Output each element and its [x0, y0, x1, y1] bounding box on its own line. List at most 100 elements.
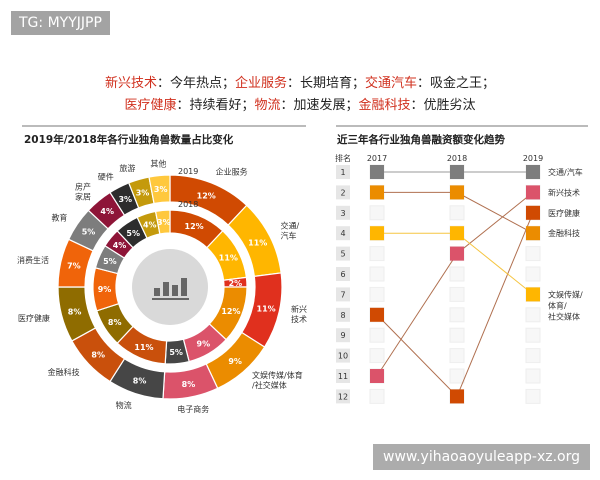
- rank-box: [336, 205, 350, 220]
- donut-value-label: 8%: [133, 377, 147, 386]
- headline-text: ：加速发展；: [280, 98, 359, 113]
- donut-value-label: 11%: [219, 253, 238, 262]
- headline-text: ：今年热点；: [156, 76, 235, 91]
- headline-text: ：长期培育；: [287, 76, 366, 91]
- donut-value-label: 8%: [108, 318, 122, 327]
- empty-cell: [449, 368, 465, 384]
- rank-marker: [450, 246, 464, 261]
- donut-value-label: 5%: [169, 348, 183, 357]
- donut-value-label: 4%: [113, 241, 127, 250]
- rank-box: [336, 348, 350, 363]
- donut-chart: 12% 企业服务 11% 交通/汽车 11% 新兴技术 9% 文娱传媒/体育/社交媒体 8% 电子…: [17, 159, 307, 414]
- donut-value-label: 12%: [185, 222, 204, 231]
- donut-value-label: 9%: [228, 357, 242, 366]
- rank-box: [336, 267, 350, 281]
- empty-cell: [369, 327, 385, 343]
- empty-cell: [525, 388, 541, 404]
- rank-marker: [370, 185, 384, 200]
- empty-cell: [369, 205, 385, 221]
- rank-label: 3: [340, 209, 345, 218]
- rank-marker: [370, 165, 384, 179]
- donut-value-label: 4%: [143, 221, 157, 230]
- donut-segment-2019: [148, 174, 171, 205]
- ring-label-2019: 2019: [178, 167, 198, 176]
- headline-line-2: 医疗健康：持续看好；物流：加速发展；金融科技：优胜劣汰: [0, 94, 600, 113]
- rank-marker: [370, 226, 384, 241]
- rank-box: [336, 185, 350, 200]
- donut-category-label: 房产家居: [75, 181, 91, 201]
- empty-cell: [525, 246, 541, 262]
- empty-cell: [369, 266, 385, 282]
- year-label-2018: 2018: [447, 154, 467, 163]
- series-label: 交通/汽车: [548, 167, 583, 177]
- empty-cell: [525, 368, 541, 384]
- rank-label: 11: [338, 372, 348, 381]
- empty-cell: [369, 246, 385, 262]
- donut-category-label: 物流: [116, 400, 132, 410]
- rank-marker: [450, 226, 464, 241]
- headline-keyword: 医疗健康: [124, 98, 177, 113]
- donut-category-label: 旅游: [119, 163, 135, 173]
- donut-value-label: 8%: [68, 307, 82, 316]
- year-label-2019: 2019: [523, 154, 543, 163]
- donut-segment-2018: [154, 209, 171, 235]
- rank-marker: [450, 165, 464, 179]
- headline-keyword: 新兴技术: [104, 76, 157, 91]
- donut-value-label: 5%: [82, 228, 96, 237]
- headline-text: ：吸金之王；: [417, 76, 496, 91]
- rank-label: 9: [340, 331, 345, 340]
- headline-text: ：持续看好；: [176, 98, 255, 113]
- bar-chart-icon: [152, 278, 189, 300]
- watermark-top-left: TG: MYYJJPP: [11, 11, 110, 35]
- rank-label: 5: [340, 250, 345, 259]
- ring-label-2018: 2018: [178, 200, 198, 209]
- rank-box: [336, 226, 350, 241]
- empty-cell: [449, 348, 465, 364]
- donut-category-label: 金融科技: [48, 367, 80, 377]
- empty-cell: [449, 205, 465, 221]
- empty-cell: [525, 266, 541, 282]
- empty-cell: [449, 307, 465, 323]
- slope-chart: 排名 2017 2018 2019123456789101112交通/汽车新兴技术医疗…: [335, 153, 583, 404]
- rank-label: 12: [338, 392, 348, 401]
- rank-box: [336, 328, 350, 343]
- donut-value-label: 8%: [182, 380, 196, 389]
- donut-category-label: 消费生活: [17, 255, 49, 265]
- empty-cell: [369, 286, 385, 302]
- donut-category-label: 企业服务: [216, 167, 248, 177]
- donut-value-label: 11%: [257, 304, 276, 313]
- empty-cell: [369, 388, 385, 404]
- donut-value-label: 3%: [136, 188, 150, 197]
- empty-cell: [525, 348, 541, 364]
- headline-keyword: 企业服务: [234, 76, 287, 91]
- rank-marker: [370, 307, 384, 322]
- donut-category-label: 电子商务: [177, 404, 209, 414]
- donut-category-label: 新兴技术: [291, 304, 307, 324]
- donut-category-label: 硬件: [98, 172, 114, 182]
- year-label-2017: 2017: [367, 154, 387, 163]
- rank-marker: [526, 185, 540, 200]
- donut-title: 2019年/2018年各行业独角兽数量占比变化: [24, 133, 234, 146]
- watermark-bottom-right: www.yihaoaoyuleapp-xz.org: [373, 444, 590, 470]
- rank-label: 1: [340, 168, 345, 177]
- donut-category-label: 医疗健康: [18, 313, 50, 323]
- donut-value-label: 4%: [100, 207, 114, 216]
- donut-value-label: 9%: [197, 339, 211, 348]
- donut-value-label: 11%: [248, 238, 267, 247]
- donut-value-label: 12%: [197, 191, 216, 200]
- headline-text: ：优胜劣汰: [410, 98, 476, 113]
- donut-value-label: 9%: [98, 285, 112, 294]
- rank-label: 8: [340, 311, 345, 320]
- empty-cell: [369, 348, 385, 364]
- donut-value-label: 8%: [91, 350, 105, 359]
- center-circle: [132, 249, 208, 325]
- rank-box: [336, 287, 350, 302]
- rank-marker: [526, 165, 540, 179]
- headline-keyword: 物流: [254, 98, 281, 113]
- donut-value-label: 7%: [67, 262, 81, 271]
- donut-value-label: 2%: [229, 279, 243, 288]
- rank-box: [336, 307, 350, 322]
- donut-category-label: 教育: [51, 212, 67, 222]
